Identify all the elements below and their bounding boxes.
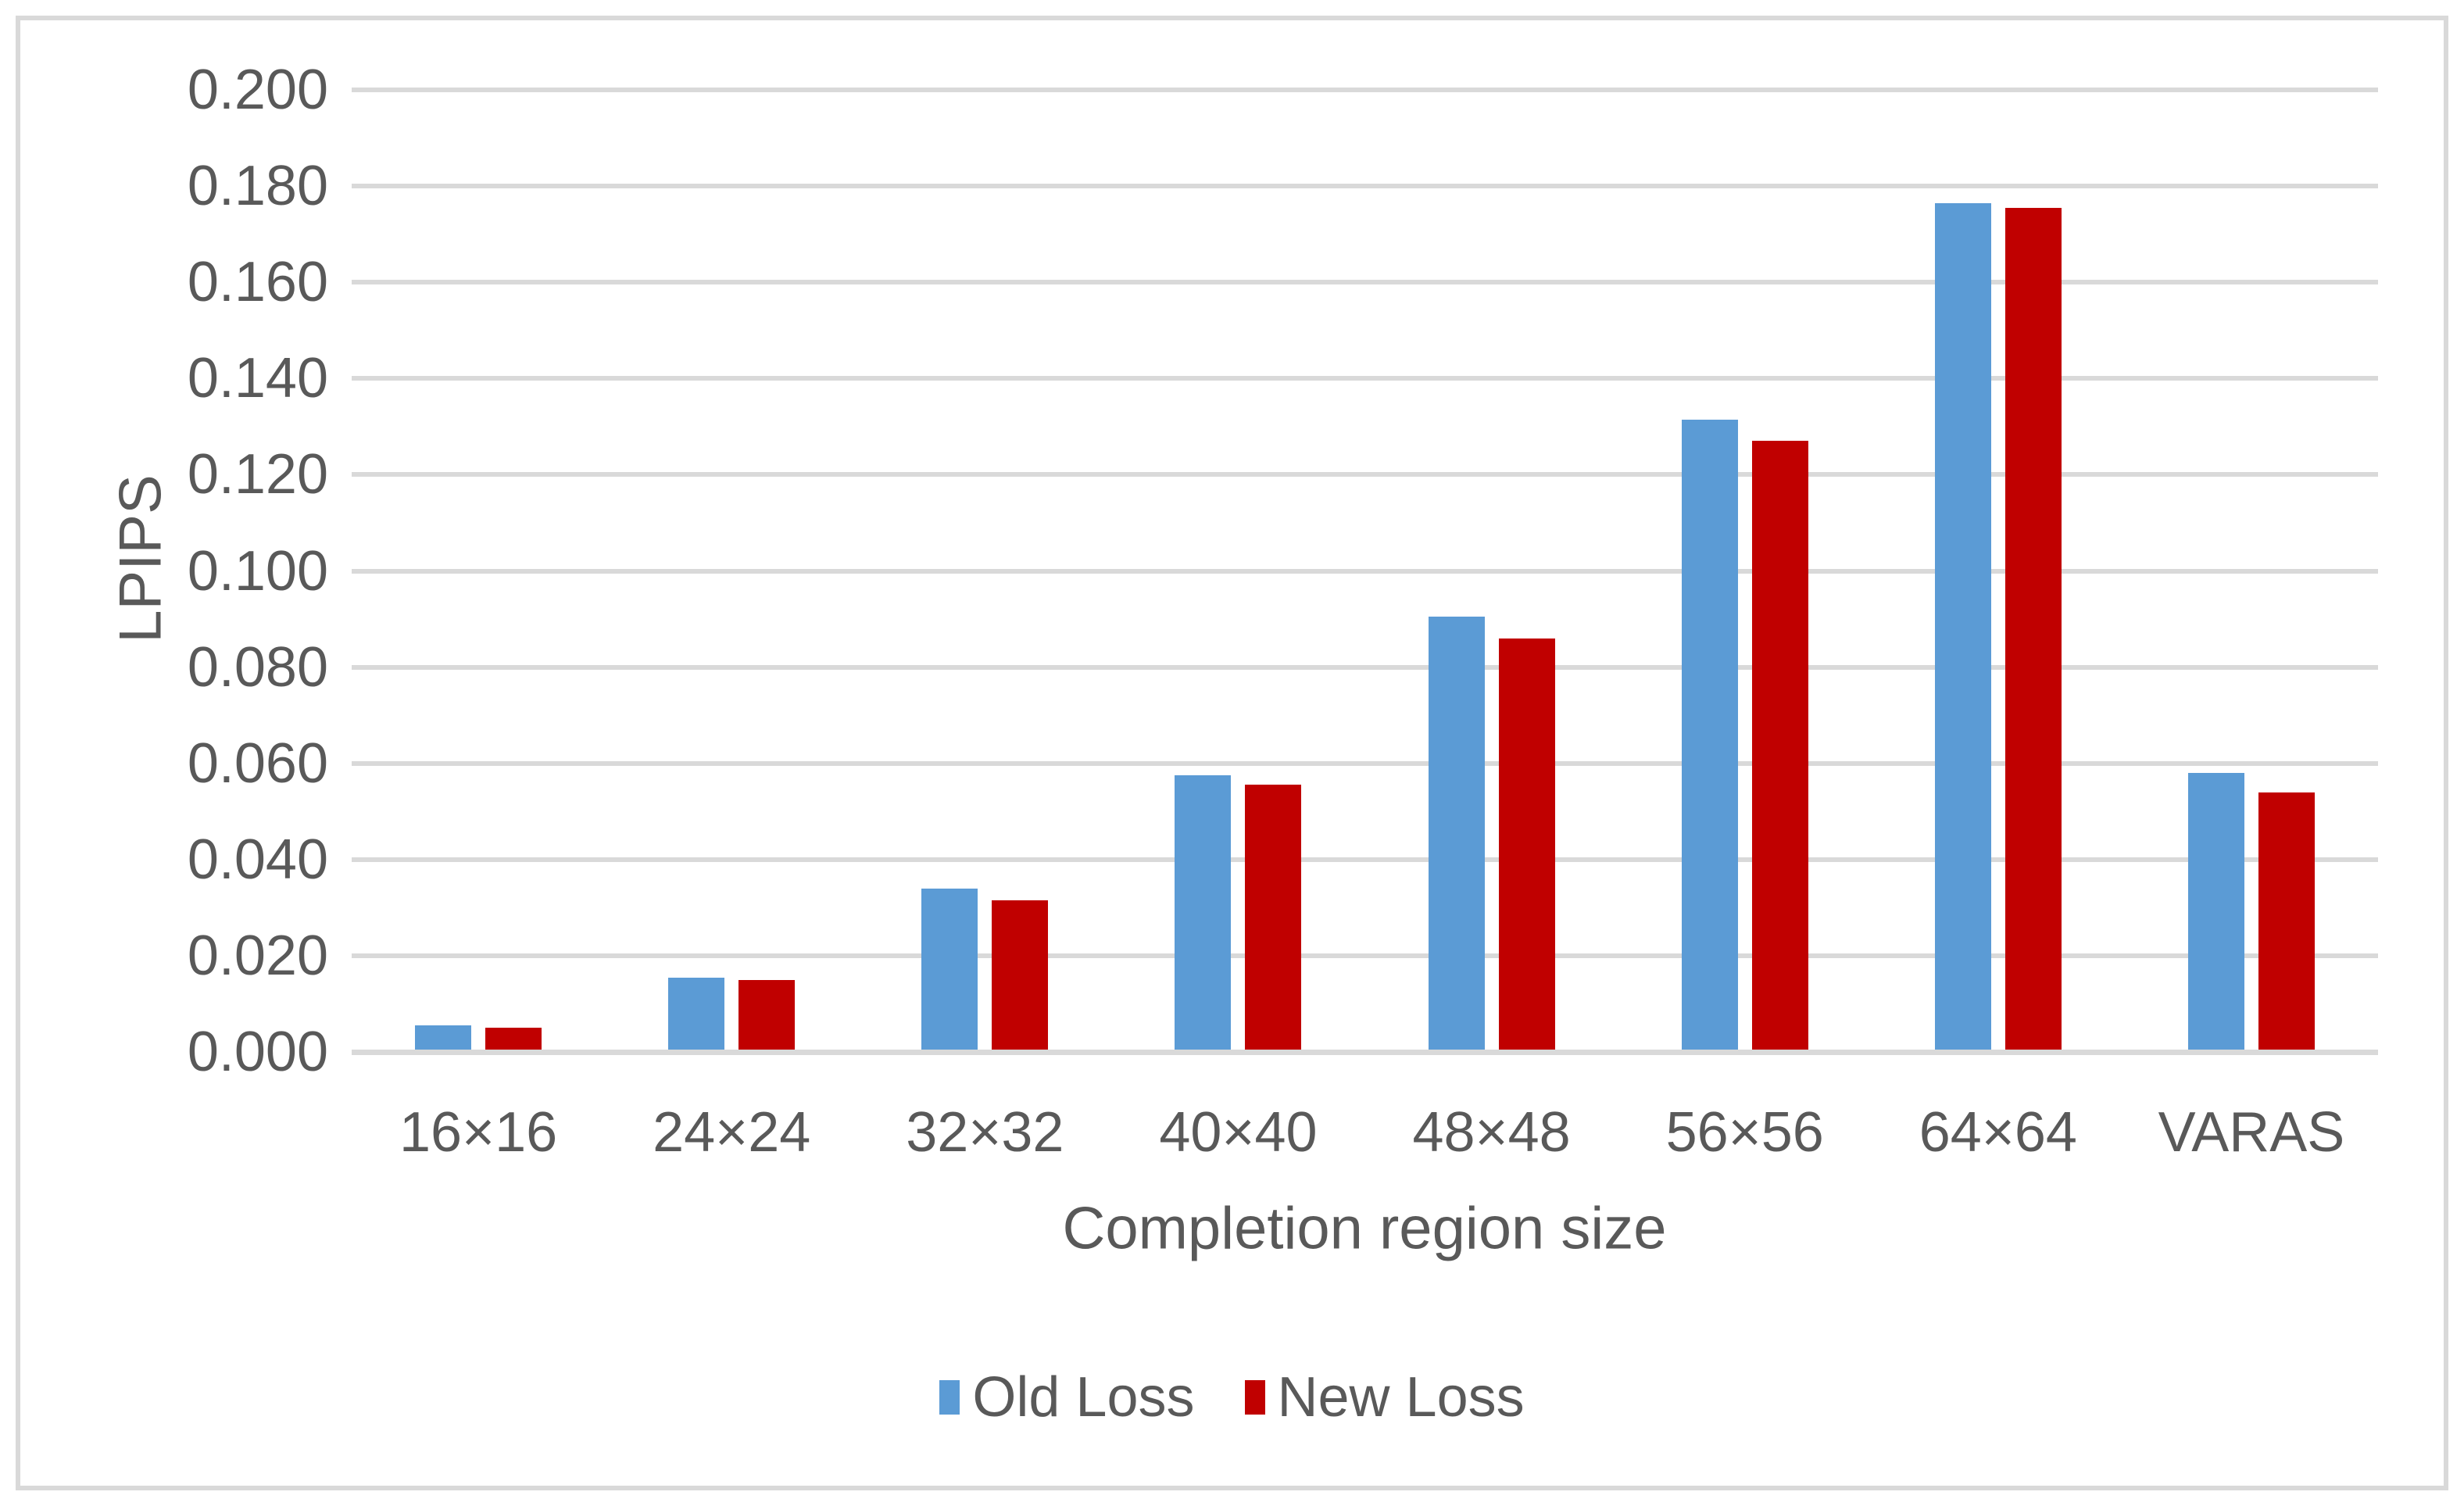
x-axis-title: Completion region size	[1062, 1195, 1667, 1262]
x-tick-label: 16×16	[399, 1101, 558, 1164]
figure-border	[16, 16, 2448, 1490]
gridline	[352, 184, 2378, 189]
gridline	[352, 472, 2378, 478]
bar-old-loss	[2187, 773, 2244, 1050]
bar-old-loss	[668, 977, 725, 1050]
gridline	[352, 760, 2378, 766]
y-tick-label: 0.000	[187, 1021, 328, 1083]
gridline	[352, 664, 2378, 670]
bar-new-loss	[485, 1028, 542, 1050]
bar-new-loss	[2258, 792, 2315, 1050]
bar-old-loss	[415, 1025, 472, 1050]
y-tick-label: 0.060	[187, 732, 328, 795]
x-tick-label: 64×64	[1919, 1101, 2077, 1164]
bar-new-loss	[1751, 441, 1808, 1050]
gridline	[352, 376, 2378, 381]
y-tick-label: 0.180	[187, 155, 328, 218]
gridline	[352, 857, 2378, 862]
x-tick-label: VARAS	[2158, 1101, 2345, 1164]
y-tick-label: 0.160	[187, 251, 328, 314]
legend-swatch	[939, 1380, 960, 1415]
bar-old-loss	[1428, 617, 1485, 1050]
legend-item: New Loss	[1244, 1365, 1525, 1429]
x-tick-label: 40×40	[1159, 1101, 1318, 1164]
bar-new-loss	[992, 900, 1049, 1050]
bar-new-loss	[738, 979, 796, 1050]
legend-label: Old Loss	[972, 1366, 1195, 1429]
legend-swatch	[1244, 1380, 1265, 1415]
x-tick-label: 32×32	[906, 1101, 1064, 1164]
bar-old-loss	[921, 888, 978, 1050]
bar-old-loss	[1934, 202, 1991, 1050]
x-tick-label: 48×48	[1412, 1101, 1571, 1164]
bar-old-loss	[1681, 419, 1738, 1050]
y-tick-label: 0.040	[187, 828, 328, 891]
y-tick-label: 0.080	[187, 635, 328, 699]
plot-area	[352, 88, 2378, 1055]
legend-item: Old Loss	[939, 1365, 1195, 1429]
bar-new-loss	[1498, 638, 1555, 1050]
y-axis-title: LPIPS	[107, 474, 174, 643]
gridline	[352, 1050, 2378, 1055]
gridline	[352, 953, 2378, 958]
bar-old-loss	[1175, 775, 1232, 1050]
x-tick-label: 56×56	[1665, 1101, 1824, 1164]
legend: Old Loss New Loss	[0, 1360, 2464, 1435]
x-tick-label: 24×24	[653, 1101, 811, 1164]
legend-label: New Loss	[1277, 1366, 1525, 1429]
gridline	[352, 88, 2378, 92]
y-tick-label: 0.140	[187, 347, 328, 410]
bar-new-loss	[2004, 207, 2062, 1050]
gridline	[352, 568, 2378, 574]
y-tick-label: 0.120	[187, 443, 328, 506]
y-tick-label: 0.020	[187, 924, 328, 987]
y-tick-label: 0.100	[187, 539, 328, 603]
y-tick-label: 0.200	[187, 59, 328, 121]
bar-new-loss	[1245, 785, 1302, 1050]
gridline	[352, 280, 2378, 285]
